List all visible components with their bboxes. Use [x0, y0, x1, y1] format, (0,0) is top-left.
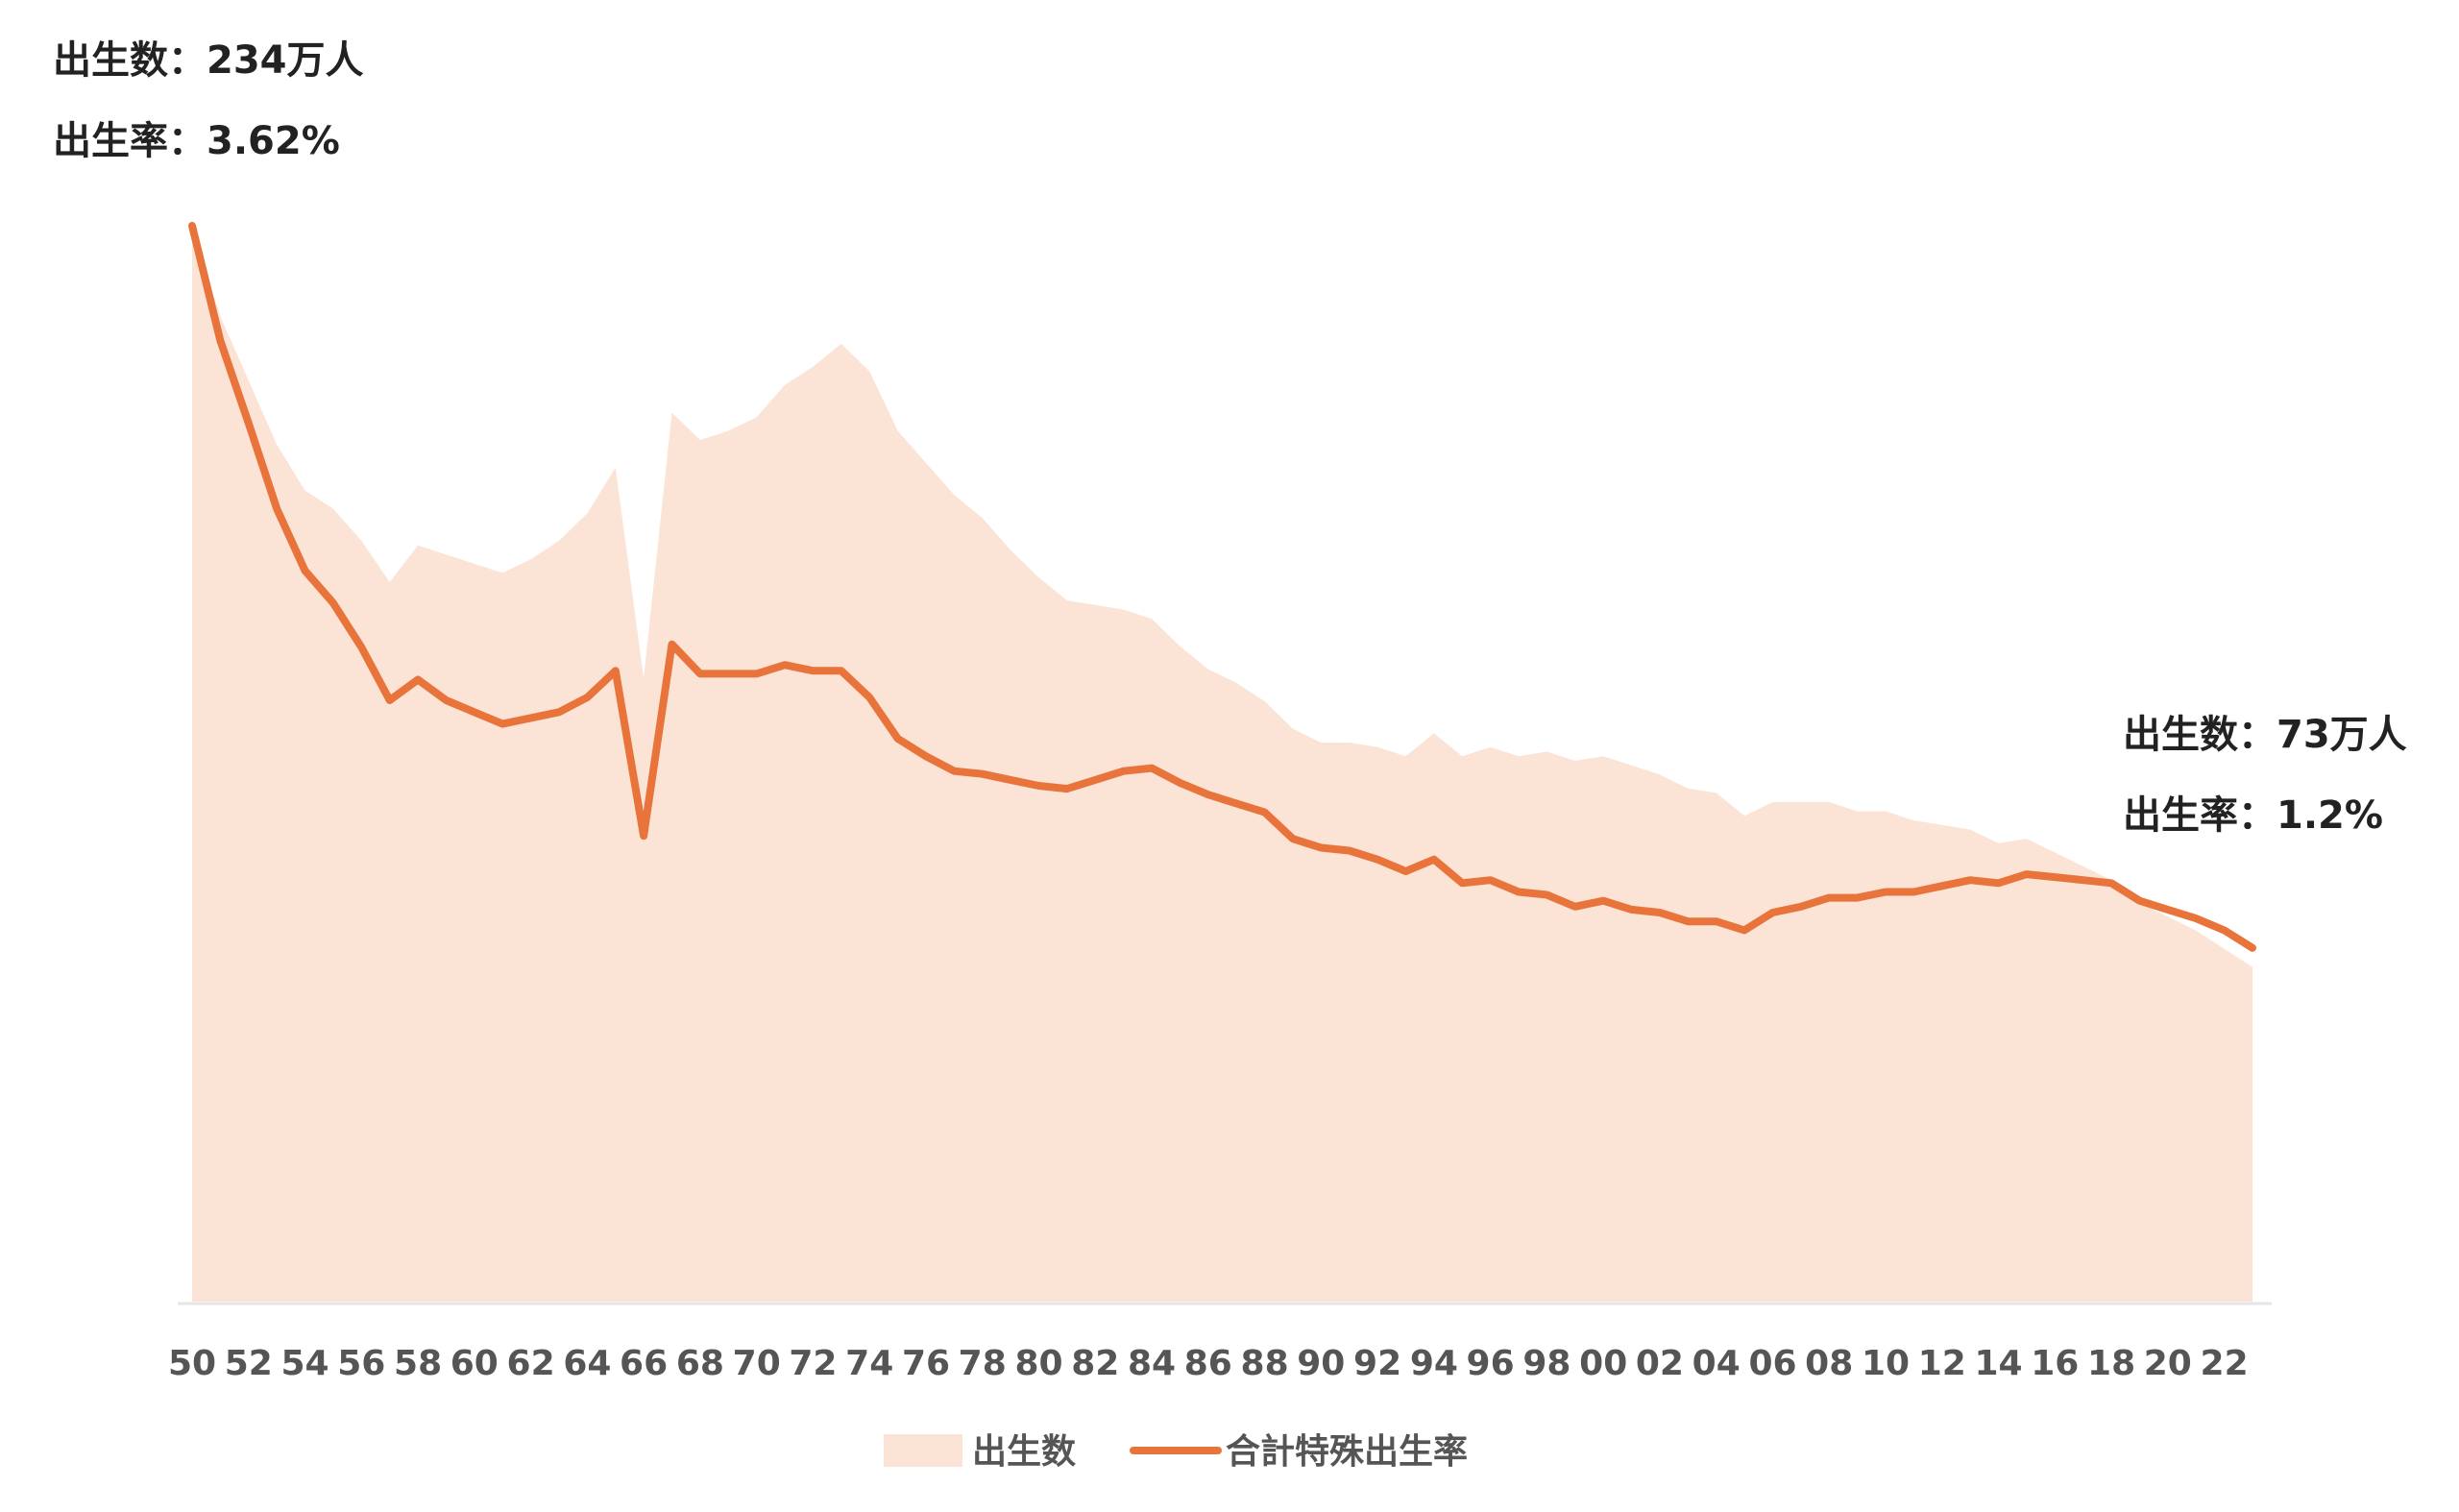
x-tick-label: 96 — [1467, 1344, 1515, 1383]
x-tick-label: 54 — [280, 1344, 329, 1383]
x-tick-label: 12 — [1918, 1344, 1966, 1383]
x-tick-label: 94 — [1410, 1344, 1458, 1383]
x-tick-label: 50 — [168, 1344, 216, 1383]
x-tick-label: 58 — [394, 1344, 442, 1383]
legend-rate-label: 合計特殊出生率 — [1226, 1432, 1468, 1472]
fertility-rate-line — [188, 222, 2256, 952]
legend-births-label: 出生数 — [972, 1432, 1076, 1472]
x-tick-label: 52 — [225, 1344, 273, 1383]
x-tick-label: 14 — [1974, 1344, 2022, 1383]
x-tick-label: 10 — [1862, 1344, 1910, 1383]
x-tick-label: 60 — [450, 1344, 499, 1383]
legend-births-swatch — [884, 1434, 962, 1467]
x-tick-label: 92 — [1353, 1344, 1401, 1383]
x-tick-label: 02 — [1636, 1344, 1684, 1383]
x-tick-label: 62 — [507, 1344, 555, 1383]
start-births-annotation: 出生数：234万人 — [53, 38, 364, 83]
x-tick-label: 18 — [2087, 1344, 2135, 1383]
fertility-rate-line-layer — [188, 222, 2256, 952]
x-tick-label: 68 — [676, 1344, 724, 1383]
x-tick-label: 80 — [1014, 1344, 1062, 1383]
start-rate-annotation: 出生率：3.62% — [53, 119, 340, 163]
births-area-layer — [192, 229, 2252, 1303]
x-tick-label: 56 — [337, 1344, 385, 1383]
x-tick-label: 70 — [733, 1344, 781, 1383]
x-tick-label: 00 — [1579, 1344, 1627, 1383]
x-tick-label: 90 — [1297, 1344, 1345, 1383]
x-tick-label: 72 — [789, 1344, 837, 1383]
x-tick-label: 06 — [1748, 1344, 1796, 1383]
x-tick-label: 78 — [959, 1344, 1007, 1383]
x-tick-label: 08 — [1805, 1344, 1853, 1383]
x-tick-label: 76 — [902, 1344, 950, 1383]
x-tick-label: 74 — [845, 1344, 893, 1383]
x-tick-label: 64 — [563, 1344, 611, 1383]
x-tick-label: 22 — [2201, 1344, 2249, 1383]
x-tick-label: 88 — [1241, 1344, 1289, 1383]
births-area — [192, 229, 2252, 1303]
x-tick-label: 84 — [1128, 1344, 1176, 1383]
x-tick-label: 04 — [1692, 1344, 1741, 1383]
x-tick-label: 16 — [2031, 1344, 2079, 1383]
x-tick-labels: 50 52 54 56 58 60 62 64 66 68 70 72 74 76 78 80 82 84 86 88… — [168, 1344, 2249, 1383]
x-tick-label: 82 — [1071, 1344, 1119, 1383]
x-tick-label: 20 — [2144, 1344, 2192, 1383]
x-tick-label: 66 — [620, 1344, 668, 1383]
end-births-annotation: 出生数：73万人 — [2123, 713, 2407, 757]
legend: 出生数 合計特殊出生率 — [884, 1432, 1468, 1472]
x-tick-label: 86 — [1184, 1344, 1232, 1383]
x-tick-label: 98 — [1522, 1344, 1570, 1383]
end-rate-annotation: 出生率：1.2% — [2123, 793, 2383, 838]
